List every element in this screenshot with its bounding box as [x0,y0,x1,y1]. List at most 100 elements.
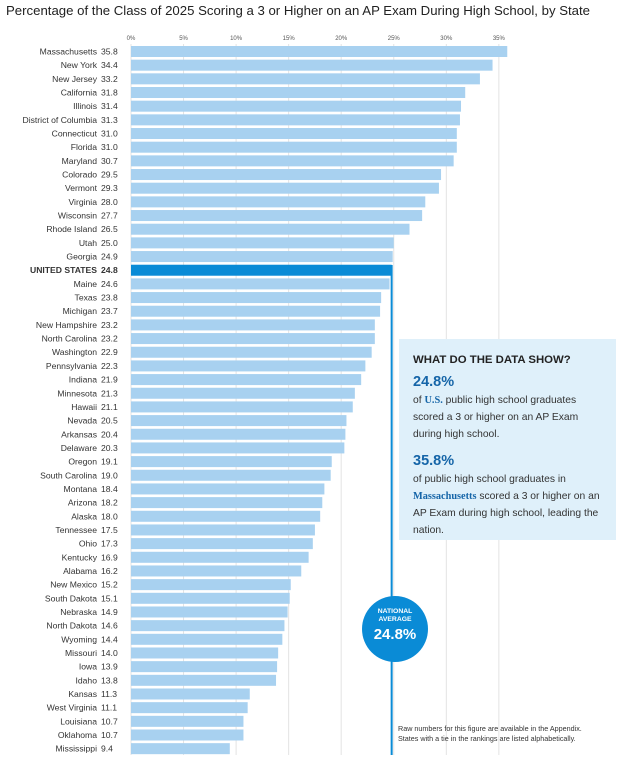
category-label: Delaware [61,443,98,453]
callout-heading: WHAT DO THE DATA SHOW? [413,354,571,366]
bar [131,592,290,604]
bar [131,401,353,413]
category-label: Pennsylvania [46,361,97,371]
bar [131,428,346,440]
category-label: Utah [79,238,97,248]
value-label: 18.4 [101,484,118,494]
value-label: 23.7 [101,306,118,316]
category-label: Rhode Island [46,224,97,234]
value-label: 27.7 [101,211,118,221]
category-label: Missouri [65,648,97,658]
category-label: Arizona [68,498,97,508]
bar [131,538,313,550]
value-label: 11.1 [101,703,117,713]
footnote: Raw numbers for this figure are availabl… [398,724,582,743]
value-label: 33.2 [101,74,118,84]
bar [131,524,315,536]
bar [131,264,392,276]
bar [131,114,460,126]
category-label: Tennessee [55,525,97,535]
category-label: Iowa [79,662,97,672]
bar [131,620,285,632]
category-label: Illinois [73,101,97,111]
value-label: 25.0 [101,238,118,248]
value-label: 22.9 [101,347,118,357]
stat-us-text: of U.S. public high school graduates sco… [413,395,579,440]
category-label: Hawaii [71,402,97,412]
bar [131,333,375,345]
bar [131,674,277,686]
category-label: South Carolina [40,470,97,480]
value-label: 29.3 [101,183,118,193]
value-label: 23.2 [101,334,118,344]
chart-title: Percentage of the Class of 2025 Scoring … [6,3,591,18]
category-label: UNITED STATES [30,265,97,275]
category-label: Maryland [62,156,98,166]
value-label: 28.0 [101,197,118,207]
bar [131,346,372,358]
badge-value: 24.8% [373,626,417,643]
category-label: New York [61,60,98,70]
bar [131,141,457,153]
stat-ma: 35.8% [413,453,455,469]
stat-us: 24.8% [413,374,455,390]
value-label: 18.2 [101,498,118,508]
value-label: 21.3 [101,388,118,398]
bar [131,442,345,454]
bar [131,305,381,317]
category-label: Nevada [67,416,97,426]
bar [131,319,375,331]
value-label: 23.8 [101,293,118,303]
category-label: Michigan [63,306,98,316]
category-label: California [61,88,98,98]
value-label: 11.3 [101,689,117,699]
category-label: Louisiana [60,716,97,726]
bar [131,702,248,714]
tick-label: 5% [179,36,188,42]
bar [131,565,302,577]
value-label: 35.8 [101,47,118,57]
bar [131,251,393,263]
category-label: South Dakota [45,593,97,603]
bar [131,551,309,563]
bar [131,743,230,755]
value-label: 31.3 [101,115,118,125]
tick-label: 10% [230,36,243,42]
value-label: 19.1 [101,457,118,467]
category-label: Ohio [79,539,97,549]
category-label: Vermont [65,183,98,193]
value-label: 14.4 [101,634,118,644]
bar [131,100,462,112]
bar [131,497,323,509]
value-label: 24.8 [101,265,118,275]
bar [131,73,480,85]
tick-label: 30% [440,36,453,42]
bar [131,374,362,386]
value-label: 21.1 [101,402,118,412]
value-label: 19.0 [101,470,118,480]
category-label: Mississippi [55,744,97,754]
bar [131,387,355,399]
category-label: Nebraska [60,607,97,617]
callout-box: WHAT DO THE DATA SHOW? 24.8% of U.S. pub… [399,339,616,540]
category-label: Arkansas [61,429,97,439]
bar [131,606,288,618]
value-label: 22.3 [101,361,118,371]
bar [131,415,347,427]
bar [131,633,283,645]
bar [131,223,410,235]
category-label: Indiana [69,375,97,385]
bar [131,210,423,222]
value-label: 20.4 [101,429,118,439]
value-label: 23.2 [101,320,118,330]
bar [131,688,250,700]
value-label: 16.9 [101,552,118,562]
value-label: 14.0 [101,648,118,658]
category-label: Georgia [66,252,97,262]
bar [131,169,442,181]
value-label: 20.3 [101,443,118,453]
bar [131,715,244,727]
category-label: North Dakota [46,621,97,631]
category-label: District of Columbia [23,115,98,125]
